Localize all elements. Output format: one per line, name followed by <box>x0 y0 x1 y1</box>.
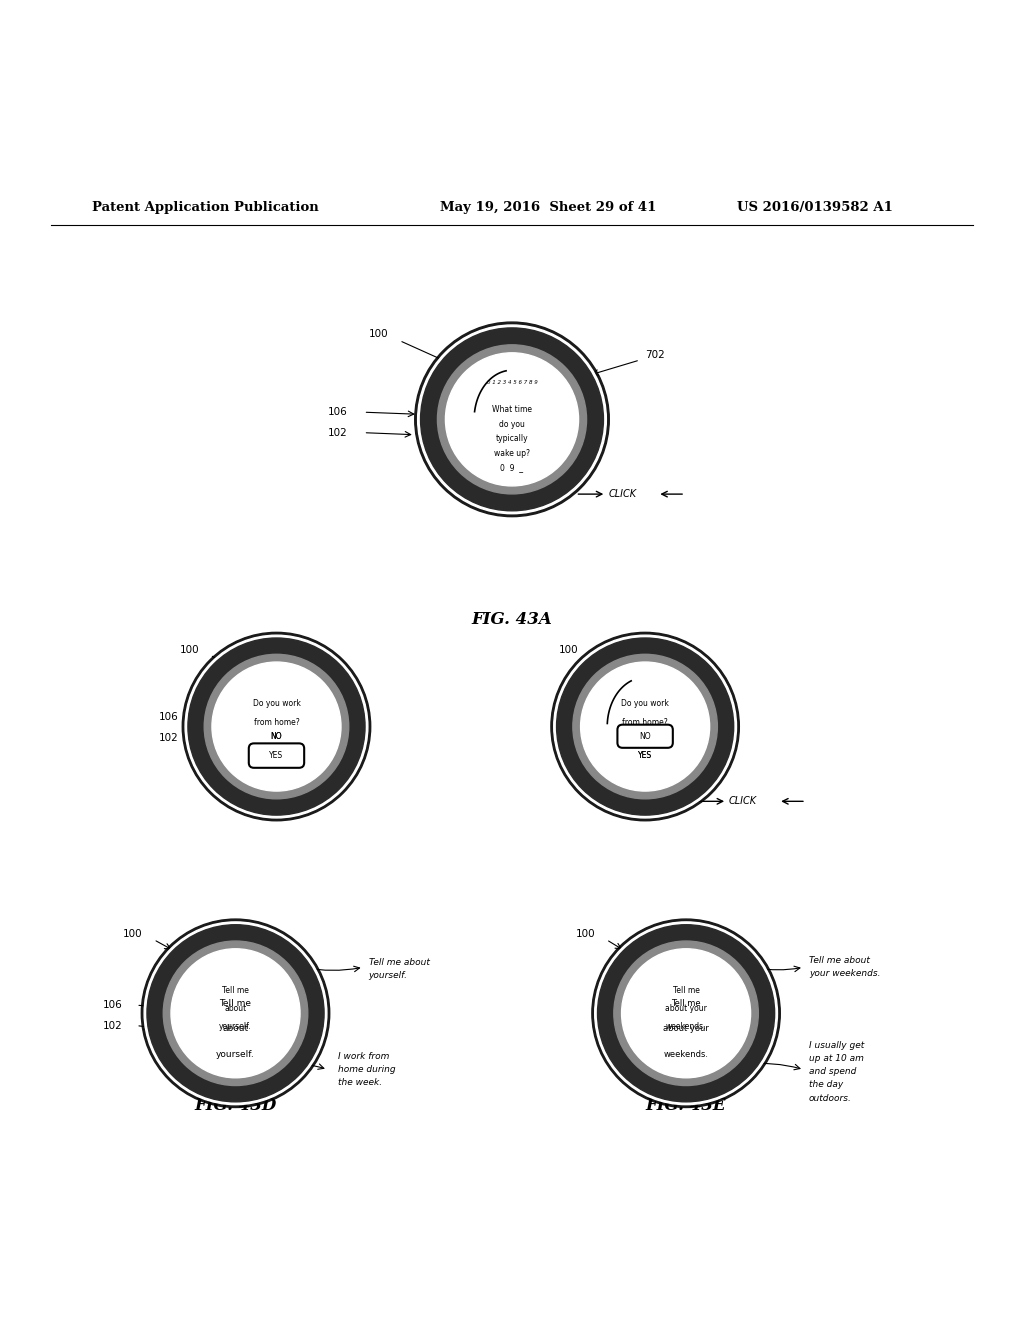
Circle shape <box>163 941 308 1085</box>
Text: home during: home during <box>338 1065 395 1074</box>
Circle shape <box>572 655 718 799</box>
Text: 100: 100 <box>123 929 143 940</box>
Text: 0  9  _: 0 9 _ <box>501 463 523 473</box>
Circle shape <box>144 921 327 1105</box>
Circle shape <box>182 632 371 821</box>
Circle shape <box>613 941 759 1085</box>
Text: May 19, 2016  Sheet 29 of 41: May 19, 2016 Sheet 29 of 41 <box>440 201 656 214</box>
Circle shape <box>551 632 739 821</box>
Text: I usually get: I usually get <box>809 1040 864 1049</box>
Text: Tell me: Tell me <box>672 998 700 1007</box>
Circle shape <box>147 925 324 1102</box>
FancyBboxPatch shape <box>617 725 673 748</box>
Circle shape <box>212 663 341 791</box>
Text: NO: NO <box>639 731 651 741</box>
Circle shape <box>557 638 733 816</box>
Text: 100: 100 <box>369 330 389 339</box>
Text: 102: 102 <box>328 428 348 438</box>
Text: Do you work: Do you work <box>622 700 669 709</box>
Text: 100: 100 <box>179 644 200 655</box>
Circle shape <box>418 325 606 513</box>
Circle shape <box>185 635 368 818</box>
Text: from home?: from home? <box>254 718 299 726</box>
Text: YES: YES <box>269 751 284 760</box>
Text: the week.: the week. <box>338 1078 382 1088</box>
Text: weekends.: weekends. <box>666 1022 707 1031</box>
Text: FIG. 43E: FIG. 43E <box>646 1097 726 1114</box>
Circle shape <box>415 322 609 516</box>
Text: NO: NO <box>270 731 283 741</box>
Text: 102: 102 <box>102 1020 123 1031</box>
Text: 100: 100 <box>558 644 579 655</box>
Circle shape <box>581 663 710 791</box>
Text: CLICK: CLICK <box>608 490 636 499</box>
Text: What time: What time <box>492 405 532 414</box>
Circle shape <box>171 949 300 1078</box>
Text: 102: 102 <box>159 733 179 743</box>
Circle shape <box>421 327 603 511</box>
Text: Tell me: Tell me <box>219 998 252 1007</box>
Text: 0 1 2 3 4 5 6 7 8 9: 0 1 2 3 4 5 6 7 8 9 <box>486 380 538 385</box>
Text: CLICK: CLICK <box>729 796 757 807</box>
Text: wake up?: wake up? <box>494 449 530 458</box>
Text: Tell me: Tell me <box>673 986 699 995</box>
Text: YES: YES <box>638 751 652 760</box>
Text: weekends.: weekends. <box>664 1049 709 1059</box>
Text: US 2016/0139582 A1: US 2016/0139582 A1 <box>737 201 893 214</box>
Text: Tell me: Tell me <box>222 986 249 995</box>
Text: the day: the day <box>809 1081 843 1089</box>
Text: yourself.: yourself. <box>216 1049 255 1059</box>
Text: NO: NO <box>270 731 283 741</box>
Text: about your: about your <box>664 1024 709 1034</box>
Circle shape <box>445 352 579 486</box>
Text: yourself.: yourself. <box>369 972 408 979</box>
Text: outdoors.: outdoors. <box>809 1094 852 1102</box>
Circle shape <box>204 655 349 799</box>
Text: yourself.: yourself. <box>219 1022 252 1031</box>
Text: up at 10 am: up at 10 am <box>809 1053 864 1063</box>
Text: do you: do you <box>499 420 525 429</box>
Text: FIG. 43D: FIG. 43D <box>195 1097 276 1114</box>
Circle shape <box>554 635 736 818</box>
Text: YES: YES <box>638 751 652 760</box>
Text: 106: 106 <box>159 713 179 722</box>
Text: FIG. 43C: FIG. 43C <box>604 789 686 807</box>
Text: 702: 702 <box>645 350 666 360</box>
Text: and spend: and spend <box>809 1067 856 1076</box>
Text: FIG. 43A: FIG. 43A <box>472 611 552 627</box>
Text: 100: 100 <box>575 929 596 940</box>
Circle shape <box>598 925 774 1102</box>
Text: FIG. 43B: FIG. 43B <box>236 789 317 807</box>
Circle shape <box>141 919 330 1107</box>
Circle shape <box>622 949 751 1078</box>
Text: typically: typically <box>496 434 528 444</box>
Text: I work from: I work from <box>338 1052 389 1061</box>
Text: Do you work: Do you work <box>253 700 300 709</box>
Text: 106: 106 <box>328 407 348 417</box>
Text: Patent Application Publication: Patent Application Publication <box>92 201 318 214</box>
Text: Tell me about: Tell me about <box>369 957 429 966</box>
Circle shape <box>188 638 365 816</box>
Text: 106: 106 <box>102 1001 123 1010</box>
Text: Tell me about: Tell me about <box>809 956 869 965</box>
Circle shape <box>592 919 780 1107</box>
Text: about: about <box>224 1005 247 1014</box>
Circle shape <box>595 921 777 1105</box>
Text: about: about <box>222 1024 249 1034</box>
Text: from home?: from home? <box>623 718 668 726</box>
Text: your weekends.: your weekends. <box>809 969 881 978</box>
Text: about your: about your <box>666 1005 707 1014</box>
FancyBboxPatch shape <box>249 743 304 768</box>
Circle shape <box>437 345 587 494</box>
